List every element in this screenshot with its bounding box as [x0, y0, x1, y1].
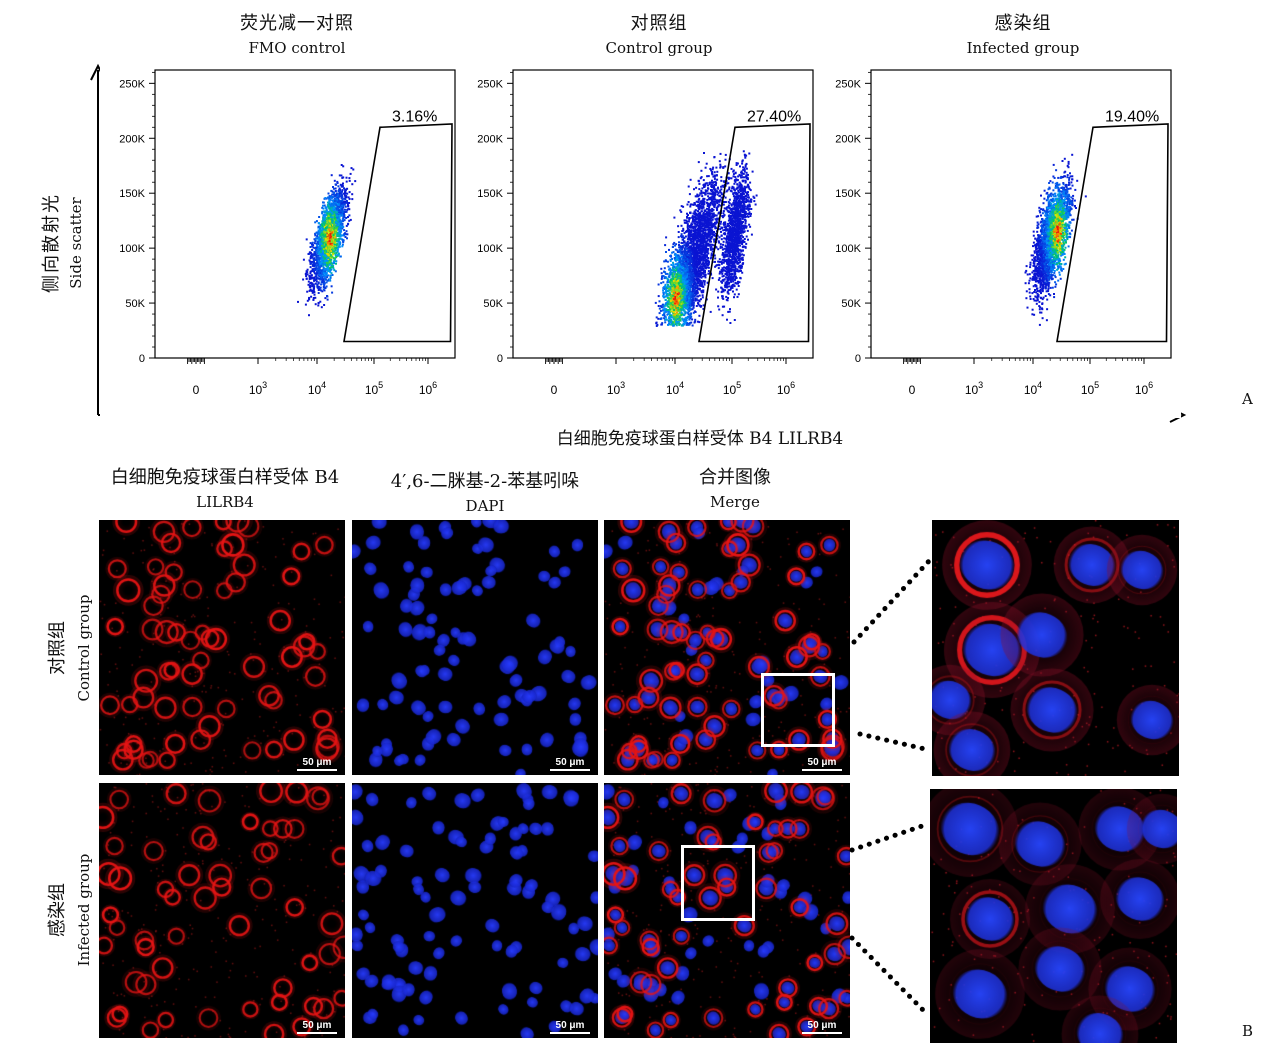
zoom-box — [681, 845, 755, 921]
x-tick-label: 0 — [551, 383, 558, 397]
x-tick-label: 103 — [249, 380, 267, 397]
y-tick-label: 100K — [119, 243, 145, 255]
y-tick-label: 150K — [835, 188, 861, 200]
scale-bar: 50 μm — [802, 1020, 842, 1034]
y-tick-label: 200K — [835, 133, 861, 145]
flow-plot-fmo: 0 50K 100K 150K 200K 250K 0 103 104 105 106 3.16% — [100, 58, 465, 418]
x-tick-label: 106 — [1135, 380, 1153, 397]
x-axis-title: 白细胞免疫球蛋白样受体 B4 LILRB4 — [556, 429, 844, 449]
col-title-merge-zh: 合并图像 — [699, 467, 771, 488]
plot-title-infected-zh: 感染组 — [994, 13, 1052, 34]
row-label-infected: 感染组 Infected group — [45, 825, 97, 995]
y-axis-title: 侧向散射光 Side scatter — [40, 128, 90, 358]
col-title-merge-en: Merge — [710, 493, 760, 511]
col-title-dapi: 4′,6-二脒基-2-苯基吲哚 DAPI — [355, 470, 615, 518]
scale-bar: 50 μm — [297, 757, 337, 771]
gate-percent-label: 27.40% — [747, 108, 801, 125]
scale-bar: 50 μm — [550, 757, 590, 771]
control-dapi-image: 50 μm — [352, 520, 598, 775]
plot-title-fmo: 荧光减一对照 FMO control — [137, 12, 457, 60]
row-label-control-zh: 对照组 — [47, 621, 68, 675]
x-tick-label: 104 — [666, 380, 684, 397]
scale-bar: 50 μm — [297, 1020, 337, 1034]
plot-title-control-en: Control group — [605, 39, 713, 57]
y-tick-label: 200K — [119, 133, 145, 145]
y-tick-label: 0 — [855, 353, 861, 365]
col-title-dapi-en: DAPI — [465, 497, 505, 515]
gate-percent-label: 19.40% — [1105, 108, 1159, 125]
y-tick-label: 50K — [483, 298, 503, 310]
y-tick-label: 50K — [841, 298, 861, 310]
col-title-lilrb4-en: LILRB4 — [196, 493, 254, 511]
scale-bar: 50 μm — [802, 757, 842, 771]
x-tick-label: 105 — [723, 380, 741, 397]
row-label-control: 对照组 Control group — [45, 563, 97, 733]
x-tick-label: 103 — [965, 380, 983, 397]
col-title-dapi-zh: 4′,6-二脒基-2-苯基吲哚 — [390, 471, 580, 492]
control-zoom-image — [932, 520, 1179, 776]
infected-dapi-image: 50 μm — [352, 783, 598, 1038]
plot-title-control: 对照组 Control group — [499, 12, 819, 60]
plot-frame — [154, 69, 456, 359]
y-tick-label: 0 — [139, 353, 145, 365]
scale-bar-label: 50 μm — [555, 1020, 585, 1031]
y-axis-title-en: Side scatter — [67, 197, 85, 289]
row-label-infected-zh: 感染组 — [47, 883, 68, 937]
x-tick-label: 0 — [193, 383, 200, 397]
x-tick-label: 105 — [1081, 380, 1099, 397]
plot-title-infected-en: Infected group — [966, 39, 1080, 57]
y-tick-label: 100K — [477, 243, 503, 255]
y-tick-label: 50K — [125, 298, 145, 310]
scale-bar-label: 50 μm — [807, 757, 837, 768]
y-tick-label: 250K — [119, 78, 145, 90]
gate-polygon — [1056, 123, 1169, 343]
x-tick-label: 106 — [777, 380, 795, 397]
col-title-merge: 合并图像 Merge — [605, 466, 865, 514]
row-label-control-en: Control group — [75, 594, 93, 702]
y-tick-label: 150K — [477, 188, 503, 200]
panel-a-letter: A — [1242, 390, 1253, 408]
scale-bar-label: 50 μm — [302, 757, 332, 768]
plot-title-control-zh: 对照组 — [630, 13, 688, 34]
x-tick-label: 105 — [365, 380, 383, 397]
flow-plot-infected: 0 50K 100K 150K 200K 250K 0 103 104 105 106 19.40% — [816, 58, 1181, 418]
control-merge-image: 50 μm — [604, 520, 850, 775]
plot-frame — [870, 69, 1172, 359]
infected-merge-image: 50 μm — [604, 783, 850, 1038]
gate-polygon — [343, 123, 453, 343]
col-title-lilrb4: 白细胞免疫球蛋白样受体 B4 LILRB4 — [90, 466, 360, 514]
x-tick-label: 104 — [1024, 380, 1042, 397]
plot-title-fmo-zh: 荧光减一对照 — [240, 13, 354, 34]
y-axis-title-zh: 侧向散射光 — [41, 193, 62, 293]
scale-bar-label: 50 μm — [807, 1020, 837, 1031]
panel-b-letter: B — [1242, 1022, 1254, 1040]
infected-zoom-image — [930, 789, 1177, 1043]
gate-polygon — [698, 123, 811, 343]
density-cloud — [1024, 153, 1087, 326]
scale-bar-label: 50 μm — [302, 1020, 332, 1031]
plot-title-infected: 感染组 Infected group — [863, 12, 1183, 60]
density-cloud — [297, 164, 357, 317]
control-lilrb4-image: 50 μm — [99, 520, 345, 775]
infected-lilrb4-image: 50 μm — [99, 783, 345, 1038]
y-tick-label: 250K — [477, 78, 503, 90]
gate-percent-label: 3.16% — [392, 108, 437, 125]
row-label-infected-en: Infected group — [75, 853, 93, 967]
zoom-box — [761, 673, 835, 747]
density-cloud — [654, 150, 758, 327]
flow-plot-control: 0 50K 100K 150K 200K 250K 0 103 104 105 106 27.40% — [458, 58, 823, 418]
y-tick-label: 150K — [119, 188, 145, 200]
y-tick-label: 0 — [497, 353, 503, 365]
x-tick-label: 104 — [308, 380, 326, 397]
y-tick-label: 250K — [835, 78, 861, 90]
x-tick-label: 103 — [607, 380, 625, 397]
x-tick-label: 0 — [909, 383, 916, 397]
y-tick-label: 100K — [835, 243, 861, 255]
y-tick-label: 200K — [477, 133, 503, 145]
scale-bar: 50 μm — [550, 1020, 590, 1034]
col-title-lilrb4-zh: 白细胞免疫球蛋白样受体 B4 — [110, 467, 340, 488]
x-tick-label: 106 — [419, 380, 437, 397]
scale-bar-label: 50 μm — [555, 757, 585, 768]
plot-title-fmo-en: FMO control — [248, 39, 346, 57]
